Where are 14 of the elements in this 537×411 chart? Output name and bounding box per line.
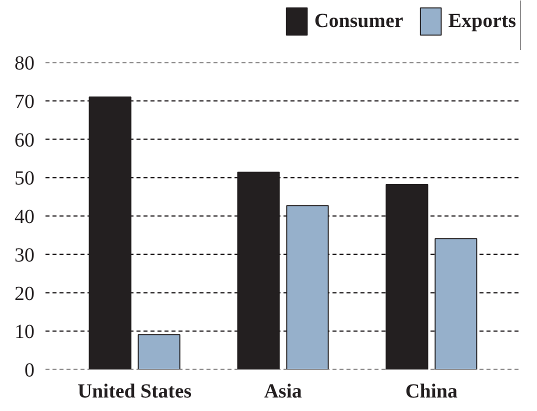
y-tick-label: 40	[14, 206, 34, 228]
y-tick-label: 0	[24, 360, 34, 382]
y-tick-label: 80	[14, 52, 34, 74]
y-tick-label: 30	[14, 244, 34, 266]
y-tick-label: 70	[14, 90, 34, 113]
legend-label: Consumer	[314, 10, 404, 32]
legend-label: Exports	[448, 10, 516, 32]
y-tick-label: 20	[14, 282, 34, 305]
y-tick-label: 50	[14, 168, 34, 190]
x-tick-label: United States	[78, 380, 192, 402]
x-tick-label: China	[405, 380, 458, 402]
y-tick-label: 60	[14, 129, 34, 152]
x-tick-label: Asia	[264, 380, 302, 402]
y-tick-label: 10	[14, 321, 34, 344]
